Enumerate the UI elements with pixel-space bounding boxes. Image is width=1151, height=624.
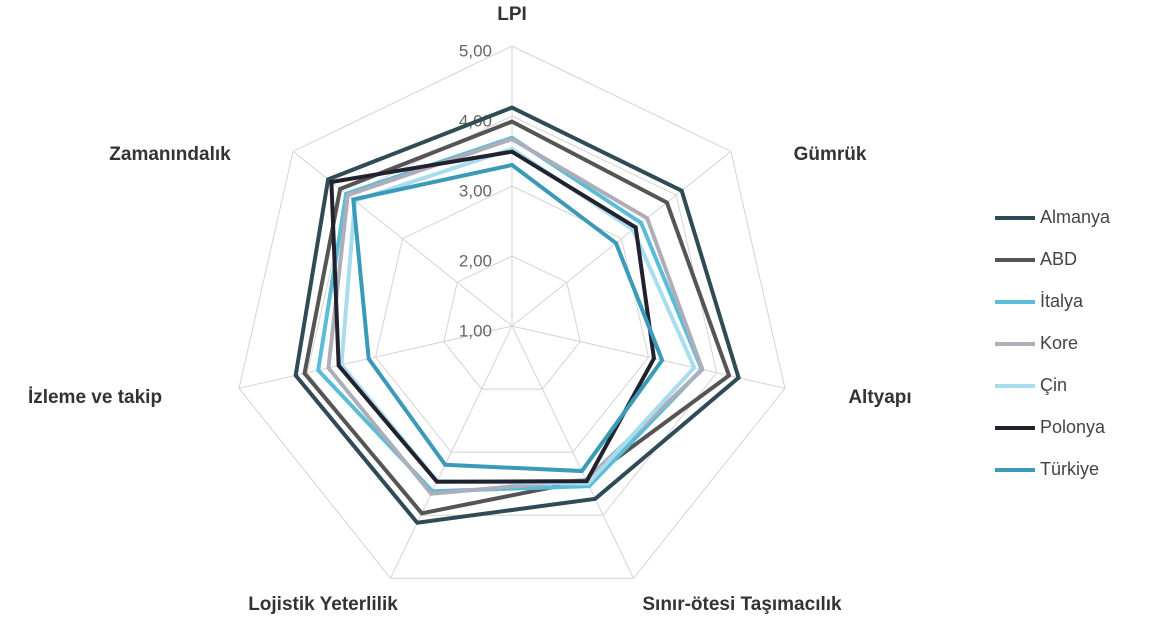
grid-ring xyxy=(238,45,786,579)
category-label: İzleme ve takip xyxy=(28,387,162,408)
legend-label: İtalya xyxy=(1040,291,1084,311)
series-line xyxy=(302,119,732,516)
legend-label: ABD xyxy=(1040,249,1077,269)
series-line xyxy=(326,136,705,496)
legend-label: Polonya xyxy=(1040,417,1106,437)
r-tick-label: 5,00 xyxy=(459,41,492,60)
r-tick-label: 2,00 xyxy=(459,251,492,270)
series-line xyxy=(351,162,665,474)
category-label: Zamanındalık xyxy=(109,144,231,165)
category-label: Sınır-ötesi Taşımacılık xyxy=(642,594,842,615)
category-label: Lojistik Yeterlilik xyxy=(248,594,398,615)
r-tick-label: 3,00 xyxy=(459,181,492,200)
grid-ring xyxy=(443,255,581,390)
series-line xyxy=(316,135,705,494)
spoke xyxy=(390,325,513,579)
category-label: LPI xyxy=(497,4,527,25)
legend-label: Çin xyxy=(1040,375,1067,395)
grid-ring xyxy=(374,185,650,453)
series-line xyxy=(329,149,657,484)
legend-label: Türkiye xyxy=(1040,459,1099,479)
spoke xyxy=(511,325,634,579)
legend-label: Almanya xyxy=(1040,207,1111,227)
spoke xyxy=(511,151,732,327)
series-line xyxy=(293,105,741,525)
r-tick-label: 1,00 xyxy=(459,321,492,340)
category-label: Altyapı xyxy=(848,387,911,408)
legend-label: Kore xyxy=(1040,333,1078,353)
spoke xyxy=(238,325,513,389)
category-label: Gümrük xyxy=(794,144,867,165)
